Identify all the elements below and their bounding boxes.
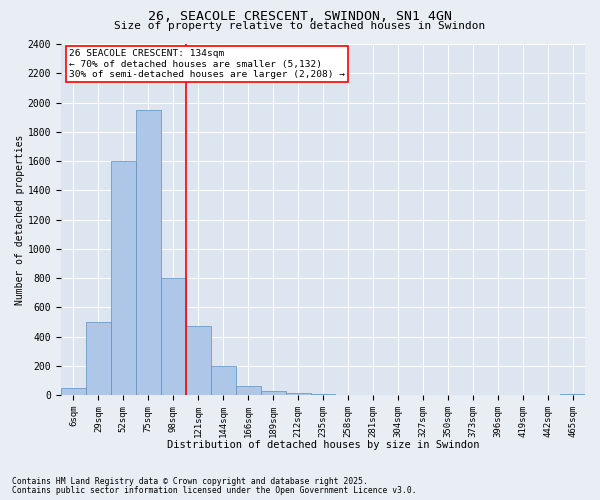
- X-axis label: Distribution of detached houses by size in Swindon: Distribution of detached houses by size …: [167, 440, 479, 450]
- Bar: [311, 394, 335, 395]
- Bar: [260, 391, 286, 395]
- Bar: [86, 322, 111, 395]
- Text: Contains public sector information licensed under the Open Government Licence v3: Contains public sector information licen…: [12, 486, 416, 495]
- Bar: [186, 326, 211, 395]
- Bar: [211, 366, 236, 395]
- Bar: [136, 110, 161, 395]
- Bar: [61, 388, 86, 395]
- Text: 26, SEACOLE CRESCENT, SWINDON, SN1 4GN: 26, SEACOLE CRESCENT, SWINDON, SN1 4GN: [148, 10, 452, 23]
- Bar: [335, 394, 361, 395]
- Bar: [161, 278, 186, 395]
- Bar: [385, 394, 410, 395]
- Bar: [560, 394, 585, 395]
- Text: Size of property relative to detached houses in Swindon: Size of property relative to detached ho…: [115, 21, 485, 31]
- Text: 26 SEACOLE CRESCENT: 134sqm
← 70% of detached houses are smaller (5,132)
30% of : 26 SEACOLE CRESCENT: 134sqm ← 70% of det…: [69, 50, 345, 79]
- Bar: [236, 386, 260, 395]
- Text: Contains HM Land Registry data © Crown copyright and database right 2025.: Contains HM Land Registry data © Crown c…: [12, 477, 368, 486]
- Bar: [361, 394, 385, 395]
- Y-axis label: Number of detached properties: Number of detached properties: [15, 134, 25, 305]
- Bar: [111, 161, 136, 395]
- Bar: [286, 393, 311, 395]
